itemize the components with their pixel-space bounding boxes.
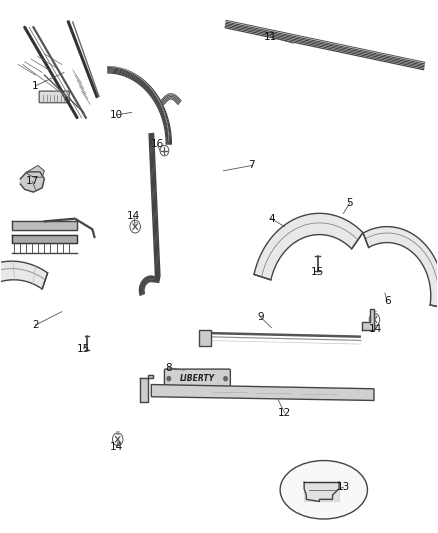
Polygon shape [363,227,438,308]
Text: 15: 15 [77,344,90,354]
Text: 4: 4 [268,214,275,224]
Text: 7: 7 [248,160,255,171]
Polygon shape [0,261,48,343]
Text: 11: 11 [264,32,277,42]
Text: 9: 9 [257,312,264,322]
Circle shape [224,376,227,381]
Text: 17: 17 [25,176,39,187]
Polygon shape [20,172,44,192]
Ellipse shape [280,461,367,519]
Polygon shape [140,375,152,402]
Text: LIBERTY: LIBERTY [180,374,215,383]
Polygon shape [12,235,77,243]
Text: 14: 14 [369,324,382,334]
Text: 13: 13 [337,482,350,492]
Text: 15: 15 [311,267,324,277]
Text: 8: 8 [166,362,172,373]
FancyBboxPatch shape [164,369,230,388]
Text: 14: 14 [110,442,123,452]
FancyBboxPatch shape [39,91,69,103]
Text: 10: 10 [110,110,123,120]
Text: 5: 5 [346,198,353,208]
Text: 2: 2 [32,320,39,330]
Text: 12: 12 [278,408,291,418]
Polygon shape [151,384,374,400]
Polygon shape [362,309,374,330]
Text: 14: 14 [127,211,141,221]
FancyBboxPatch shape [199,330,211,346]
Polygon shape [254,213,363,280]
Text: 16: 16 [150,139,164,149]
Text: 6: 6 [384,296,390,306]
Polygon shape [304,482,339,502]
Text: 1: 1 [32,81,39,91]
Polygon shape [27,165,44,177]
Circle shape [167,376,170,381]
Polygon shape [12,221,77,230]
